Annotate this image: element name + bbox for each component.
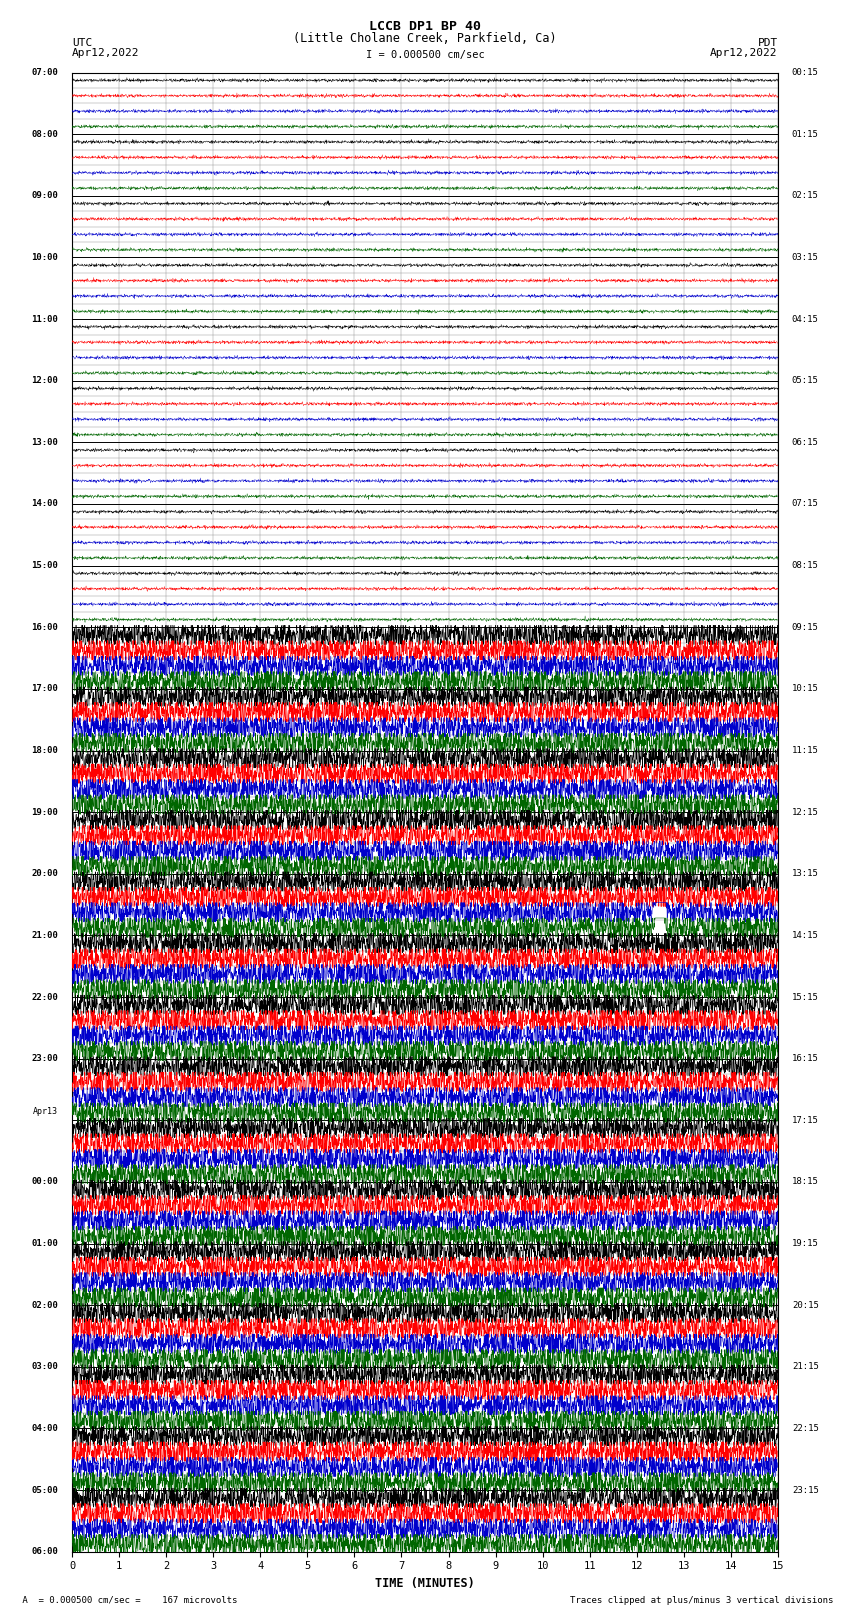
Text: 06:00: 06:00 xyxy=(31,1547,58,1557)
Text: 05:00: 05:00 xyxy=(31,1486,58,1495)
Text: 21:15: 21:15 xyxy=(792,1363,819,1371)
Text: 08:00: 08:00 xyxy=(31,129,58,139)
X-axis label: TIME (MINUTES): TIME (MINUTES) xyxy=(375,1578,475,1590)
Text: 20:00: 20:00 xyxy=(31,869,58,877)
Text: 04:00: 04:00 xyxy=(31,1424,58,1432)
Text: 13:15: 13:15 xyxy=(792,869,819,877)
Text: 23:15: 23:15 xyxy=(792,1486,819,1495)
Text: UTC: UTC xyxy=(72,39,93,48)
Text: 22:00: 22:00 xyxy=(31,992,58,1002)
Text: 23:00: 23:00 xyxy=(31,1055,58,1063)
Text: 17:00: 17:00 xyxy=(31,684,58,694)
Text: PDT: PDT xyxy=(757,39,778,48)
Text: Apr12,2022: Apr12,2022 xyxy=(72,48,139,58)
Text: 03:00: 03:00 xyxy=(31,1363,58,1371)
Text: 16:15: 16:15 xyxy=(792,1055,819,1063)
Text: (Little Cholane Creek, Parkfield, Ca): (Little Cholane Creek, Parkfield, Ca) xyxy=(293,32,557,45)
Text: 07:00: 07:00 xyxy=(31,68,58,77)
Text: 06:15: 06:15 xyxy=(792,437,819,447)
Text: I = 0.000500 cm/sec: I = 0.000500 cm/sec xyxy=(366,50,484,60)
Text: 14:15: 14:15 xyxy=(792,931,819,940)
Text: 10:15: 10:15 xyxy=(792,684,819,694)
Text: 02:15: 02:15 xyxy=(792,192,819,200)
Text: 04:15: 04:15 xyxy=(792,315,819,324)
Text: 13:00: 13:00 xyxy=(31,437,58,447)
Text: A  = 0.000500 cm/sec =    167 microvolts: A = 0.000500 cm/sec = 167 microvolts xyxy=(17,1595,237,1605)
Text: 10:00: 10:00 xyxy=(31,253,58,261)
Text: Apr13: Apr13 xyxy=(33,1107,58,1116)
Text: 16:00: 16:00 xyxy=(31,623,58,632)
Text: 05:15: 05:15 xyxy=(792,376,819,386)
Text: 18:00: 18:00 xyxy=(31,747,58,755)
Text: 11:00: 11:00 xyxy=(31,315,58,324)
Text: 08:15: 08:15 xyxy=(792,561,819,569)
Text: 12:15: 12:15 xyxy=(792,808,819,816)
Text: 09:15: 09:15 xyxy=(792,623,819,632)
Text: 19:00: 19:00 xyxy=(31,808,58,816)
Text: 09:00: 09:00 xyxy=(31,192,58,200)
Text: 11:15: 11:15 xyxy=(792,747,819,755)
Text: 01:00: 01:00 xyxy=(31,1239,58,1248)
Text: 12:00: 12:00 xyxy=(31,376,58,386)
Text: 00:00: 00:00 xyxy=(31,1177,58,1187)
Text: 22:15: 22:15 xyxy=(792,1424,819,1432)
Text: 07:15: 07:15 xyxy=(792,500,819,508)
Text: Traces clipped at plus/minus 3 vertical divisions: Traces clipped at plus/minus 3 vertical … xyxy=(570,1595,833,1605)
Text: 20:15: 20:15 xyxy=(792,1300,819,1310)
Text: 14:00: 14:00 xyxy=(31,500,58,508)
Text: 21:00: 21:00 xyxy=(31,931,58,940)
Text: 03:15: 03:15 xyxy=(792,253,819,261)
Text: 17:15: 17:15 xyxy=(792,1116,819,1124)
Text: 00:15: 00:15 xyxy=(792,68,819,77)
Text: Apr12,2022: Apr12,2022 xyxy=(711,48,778,58)
Text: 02:00: 02:00 xyxy=(31,1300,58,1310)
Text: 15:00: 15:00 xyxy=(31,561,58,569)
Text: 01:15: 01:15 xyxy=(792,129,819,139)
Text: 15:15: 15:15 xyxy=(792,992,819,1002)
Text: 18:15: 18:15 xyxy=(792,1177,819,1187)
Text: 19:15: 19:15 xyxy=(792,1239,819,1248)
Text: LCCB DP1 BP 40: LCCB DP1 BP 40 xyxy=(369,19,481,32)
